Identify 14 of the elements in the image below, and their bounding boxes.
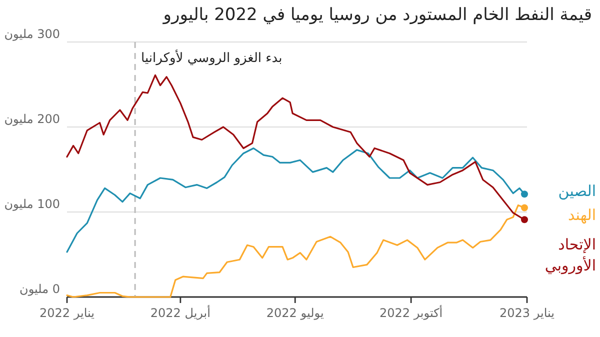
- x-tick-label: يوليو 2022: [266, 306, 324, 320]
- text: الصين: [558, 182, 596, 200]
- x-tick-label: يناير 2023: [500, 306, 554, 320]
- ref-line: بدء الغزو الروسي لأوكرانيا: [134, 42, 282, 297]
- y-tick-label: 100 مليون: [4, 197, 60, 211]
- x-tick-label: أبريل 2022: [150, 305, 210, 320]
- series-label: الإتحاد الأوروبي: [544, 236, 596, 275]
- ref-line-label: بدء الغزو الروسي لأوكرانيا: [141, 49, 282, 66]
- y-tick-label: 300 مليون: [4, 27, 60, 41]
- chart-title: قيمة النفط الخام المستورد من روسيا يوميا في 2022 باليورو: [162, 5, 592, 25]
- y-tick-label: 200 مليون: [4, 112, 60, 126]
- y-tick-label: 0 مليون: [20, 282, 60, 296]
- x-tick-label: يناير 2022: [40, 306, 94, 320]
- x-tick-label: أكتوبر 2022: [379, 305, 443, 320]
